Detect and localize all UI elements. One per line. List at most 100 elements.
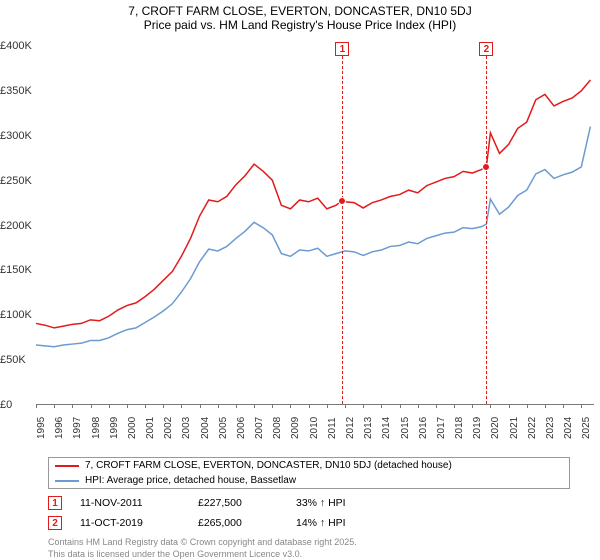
event-vline <box>486 46 487 404</box>
footer-line1: Contains HM Land Registry data © Crown c… <box>48 537 570 549</box>
x-axis-tick <box>272 404 273 408</box>
event-marker-box: 2 <box>479 42 493 56</box>
x-axis-tick <box>527 404 528 408</box>
chart-title-line2: Price paid vs. HM Land Registry's House … <box>0 18 600 38</box>
sale-pct: 33% ↑ HPI <box>296 497 396 509</box>
y-axis-tick-label: £150K <box>0 264 34 276</box>
x-axis-tick <box>327 404 328 408</box>
event-point-marker <box>338 197 346 205</box>
x-axis-tick <box>200 404 201 408</box>
x-axis-tick-label: 2019 <box>472 417 486 439</box>
sale-date: 11-NOV-2011 <box>80 497 180 509</box>
x-axis-tick-label: 2015 <box>400 417 414 439</box>
x-axis-tick-label: 2022 <box>527 417 541 439</box>
sale-price: £227,500 <box>198 497 278 509</box>
x-axis-tick-label: 2007 <box>254 417 268 439</box>
x-axis-tick-label: 1998 <box>91 417 105 439</box>
x-axis-tick <box>454 404 455 408</box>
x-axis-tick-label: 2012 <box>345 417 359 439</box>
x-axis-tick <box>363 404 364 408</box>
x-axis-tick <box>381 404 382 408</box>
x-axis-tick-label: 2000 <box>127 417 141 439</box>
x-axis-tick-label: 2017 <box>436 417 450 439</box>
x-axis-tick-label: 2025 <box>581 417 595 439</box>
line-chart-svg <box>36 46 594 404</box>
x-axis-tick <box>91 404 92 408</box>
x-axis-tick <box>490 404 491 408</box>
x-axis-tick-label: 2023 <box>545 417 559 439</box>
x-axis-tick-label: 2008 <box>272 417 286 439</box>
sale-row: 211-OCT-2019£265,00014% ↑ HPI <box>48 513 570 533</box>
x-axis-tick <box>72 404 73 408</box>
legend-row: 7, CROFT FARM CLOSE, EVERTON, DONCASTER,… <box>49 458 569 473</box>
x-axis-tick <box>127 404 128 408</box>
x-axis-tick <box>472 404 473 408</box>
sale-marker: 2 <box>48 516 62 530</box>
x-axis-tick <box>145 404 146 408</box>
event-vline <box>342 46 343 404</box>
sales-table: 111-NOV-2011£227,50033% ↑ HPI211-OCT-201… <box>48 493 570 533</box>
x-axis-tick-label: 2006 <box>236 417 250 439</box>
x-axis-tick <box>563 404 564 408</box>
x-axis-tick <box>36 404 37 408</box>
sale-price: £265,000 <box>198 517 278 529</box>
x-axis-tick-label: 2013 <box>363 417 377 439</box>
y-axis-tick-label: £200K <box>0 220 34 232</box>
x-axis-tick-label: 2021 <box>509 417 523 439</box>
legend: 7, CROFT FARM CLOSE, EVERTON, DONCASTER,… <box>48 457 570 489</box>
x-axis-tick <box>290 404 291 408</box>
x-axis-tick <box>509 404 510 408</box>
x-axis-tick <box>436 404 437 408</box>
x-axis-tick <box>400 404 401 408</box>
x-axis-tick <box>418 404 419 408</box>
y-axis-tick-label: £250K <box>0 175 34 187</box>
x-axis-tick-label: 2016 <box>418 417 432 439</box>
legend-row: HPI: Average price, detached house, Bass… <box>49 473 569 488</box>
x-axis-tick-label: 2001 <box>145 417 159 439</box>
x-axis-tick-label: 1999 <box>109 417 123 439</box>
x-axis-tick <box>109 404 110 408</box>
y-axis-tick-label: £350K <box>0 85 34 97</box>
sale-marker: 1 <box>48 496 62 510</box>
x-axis-tick-label: 2024 <box>563 417 577 439</box>
x-axis-tick <box>54 404 55 408</box>
x-axis-tick-label: 1995 <box>36 417 50 439</box>
legend-label: 7, CROFT FARM CLOSE, EVERTON, DONCASTER,… <box>85 460 452 471</box>
x-axis-tick-label: 1997 <box>72 417 86 439</box>
event-point-marker <box>482 163 490 171</box>
x-axis-tick-label: 2018 <box>454 417 468 439</box>
y-axis-tick-label: £300K <box>0 130 34 142</box>
x-axis-tick-label: 2002 <box>163 417 177 439</box>
x-axis-tick <box>345 404 346 408</box>
x-axis-tick <box>181 404 182 408</box>
x-axis-tick <box>545 404 546 408</box>
x-axis-tick-label: 2011 <box>327 417 341 439</box>
legend-swatch <box>55 480 79 482</box>
sale-row: 1 11-NOV-2011 £227,500 33% ↑ HPI <box>48 493 570 513</box>
plot-region <box>36 46 594 405</box>
x-axis-tick-label: 2009 <box>290 417 304 439</box>
x-axis-tick-label: 2010 <box>309 417 323 439</box>
x-axis-tick-label: 2003 <box>181 417 195 439</box>
chart-container: 7, CROFT FARM CLOSE, EVERTON, DONCASTER,… <box>0 0 600 560</box>
x-axis-tick <box>254 404 255 408</box>
x-axis-tick-label: 1996 <box>54 417 68 439</box>
legend-label: HPI: Average price, detached house, Bass… <box>85 475 296 486</box>
event-marker-box: 1 <box>335 42 349 56</box>
x-axis-tick <box>309 404 310 408</box>
x-axis-tick <box>236 404 237 408</box>
series-line-hpi <box>36 127 590 347</box>
x-axis-tick <box>163 404 164 408</box>
y-axis-tick-label: £0 <box>0 399 34 411</box>
x-axis-tick-label: 2014 <box>381 417 395 439</box>
x-axis-tick-label: 2005 <box>218 417 232 439</box>
x-axis-tick <box>218 404 219 408</box>
chart-title-line1: 7, CROFT FARM CLOSE, EVERTON, DONCASTER,… <box>0 0 600 18</box>
legend-swatch <box>55 465 79 467</box>
y-axis-tick-label: £100K <box>0 309 34 321</box>
footer-attribution: Contains HM Land Registry data © Crown c… <box>48 537 570 560</box>
sale-pct: 14% ↑ HPI <box>296 517 396 529</box>
chart-area: £0 £50K £100K £150K £200K £250K £300K £350K £400… <box>0 38 600 453</box>
y-axis-tick-label: £50K <box>0 354 34 366</box>
y-axis-tick-label: £400K <box>0 40 34 52</box>
